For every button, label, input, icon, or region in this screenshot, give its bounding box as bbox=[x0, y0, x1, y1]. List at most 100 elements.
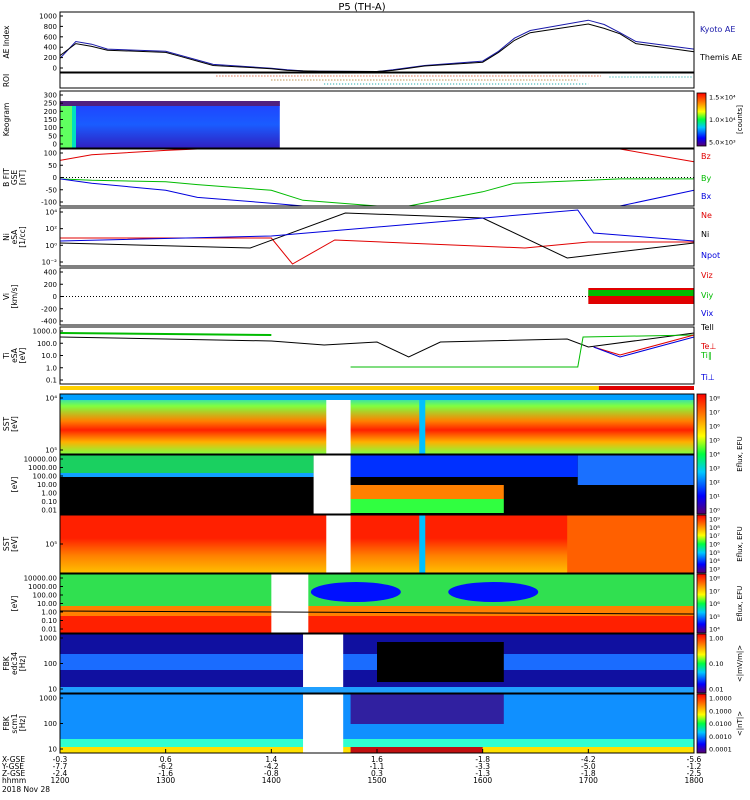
ytick-fbk2-0: 1000 bbox=[39, 695, 57, 703]
time-tick-label-6-3: 1800 bbox=[684, 776, 703, 785]
ytick-keogram-1: 250 bbox=[44, 100, 57, 108]
cbar-fbk1-bar bbox=[696, 633, 707, 694]
date-label: 2018 Nov 28 bbox=[2, 785, 50, 794]
ytick-esa_e-4: 1.00 bbox=[41, 609, 57, 617]
fbk-scm1-band bbox=[60, 739, 694, 747]
time-tick-label-4-3: 1600 bbox=[473, 776, 492, 785]
time-tick-label-0-2: -2.4 bbox=[53, 769, 68, 778]
ytick-esa_i-4: 1.00 bbox=[41, 490, 57, 498]
ylabel-fbk1-1: edc34 bbox=[10, 652, 19, 675]
ylabel-ae-0: AE Index bbox=[2, 25, 11, 58]
ytick-vi-0: 400 bbox=[44, 269, 57, 277]
legend-npot: Npot bbox=[701, 251, 720, 260]
fbk-scm1-red bbox=[350, 747, 483, 753]
cbar-ion-tick-4: 10⁴ bbox=[709, 451, 720, 459]
ylabel-vi-0: Vi bbox=[2, 293, 11, 300]
ytick-keogram-2: 200 bbox=[44, 108, 57, 116]
series-bx bbox=[59, 178, 695, 207]
cbar-fbk1-tick-1: 0.10 bbox=[709, 660, 723, 668]
ylabel-ti-0: Ti bbox=[2, 352, 11, 359]
cbar-fbk1-tick-0: 1.00 bbox=[709, 635, 723, 643]
ylabel-fbk2-1: scm1 bbox=[10, 713, 19, 733]
ytick-fbk2-2: 10 bbox=[48, 746, 57, 754]
time-tick-labels: -0.3-7.7-2.412000.6-6.2-1.613001.4-4.2-0… bbox=[50, 755, 703, 785]
ytick-ti-4: 0.1 bbox=[46, 377, 57, 385]
panels bbox=[59, 19, 695, 753]
ytick-ae-1: 800 bbox=[44, 23, 57, 31]
frame-ti bbox=[59, 326, 695, 385]
keogram-top-band bbox=[60, 101, 280, 106]
ytick-ae-3: 400 bbox=[44, 44, 57, 52]
legend-kyoto-ae: Kyoto AE bbox=[700, 25, 735, 34]
esa-electron-scpot-line bbox=[59, 610, 695, 615]
cbar-sst-e-tick-6: 10³ bbox=[709, 566, 720, 574]
cbar-ion-tick-1: 10⁷ bbox=[709, 409, 720, 417]
time-tick-label-6-0: -5.6 bbox=[687, 755, 702, 764]
series-ne bbox=[60, 237, 694, 265]
status-bar-mode bbox=[60, 386, 694, 390]
ylabel-fbk2-2: [Hz] bbox=[18, 716, 27, 732]
cbar-esa-e-tick-3: 10⁵ bbox=[709, 613, 720, 621]
ytick-vi-4: -400 bbox=[41, 318, 57, 326]
time-axis: X-GSE Y-GSE Z-GSE hhmm 2018 Nov 28 bbox=[1, 755, 50, 794]
fbk-edc34-gap bbox=[303, 634, 344, 693]
ylabel-ni-0: Ni bbox=[2, 233, 11, 241]
time-tick-label-3-2: 0.3 bbox=[371, 769, 383, 778]
cbar-ion-label: Eflux, EFU bbox=[736, 436, 744, 471]
ytick-esa_e-3: 10.00 bbox=[37, 600, 57, 608]
cbar-keogram-tick-1: 1.0×10⁴ bbox=[709, 116, 736, 124]
cbar-ion-tick-0: 10⁸ bbox=[709, 395, 720, 403]
ylabel-sst_e-1: [eV] bbox=[10, 536, 19, 552]
fbk-scm1-gap bbox=[303, 694, 344, 753]
esa-electron-blue-lobe-1 bbox=[310, 582, 401, 602]
ytick-ae-4: 200 bbox=[44, 54, 57, 62]
ytick-esa_i-6: 0.01 bbox=[41, 507, 57, 515]
sst-electron-right bbox=[567, 515, 694, 573]
ytick-vi-1: 200 bbox=[44, 281, 57, 289]
ylabel-sst_i-1: [eV] bbox=[10, 416, 19, 432]
legend-ne: Ne bbox=[701, 211, 712, 220]
legend-bz: Bz bbox=[701, 152, 711, 161]
ylabel-esa_i-1: [eV] bbox=[10, 477, 19, 493]
ytick-bfit-1: 50 bbox=[48, 162, 57, 170]
time-tick-label-1-1: -6.2 bbox=[158, 762, 173, 771]
row-label-hhmm: hhmm bbox=[2, 776, 26, 785]
ylabel-sst_e-0: SST bbox=[2, 537, 11, 552]
ytick-sst_i-0: 10⁴ bbox=[45, 395, 57, 403]
cbar-sst-e-tick-4: 10⁵ bbox=[709, 549, 720, 557]
sst-ion-cyan-stripe bbox=[419, 394, 426, 454]
cbar-esa-e-label: Eflux, EFU bbox=[736, 586, 744, 621]
figure-title: P5 (TH-A) bbox=[338, 2, 385, 13]
series-tiperp bbox=[593, 336, 695, 358]
row-label-z: Z-GSE bbox=[2, 769, 26, 778]
series-teperp bbox=[593, 334, 695, 356]
ytick-ni-0: 10⁴ bbox=[45, 209, 57, 217]
ytick-keogram-3: 150 bbox=[44, 116, 57, 124]
sst-electron-cyan-stripe bbox=[419, 515, 426, 573]
cbar-keogram-tick-0: 1.5×10⁴ bbox=[709, 94, 736, 102]
cbar-sst-e-tick-2: 10⁷ bbox=[709, 532, 720, 540]
legend-tipar: Ti∥ bbox=[700, 351, 712, 360]
esa-ion-green bbox=[350, 499, 504, 513]
ylabel-esa_e-1: [eV] bbox=[10, 596, 19, 612]
ylabel-fbk1-2: [Hz] bbox=[18, 656, 27, 672]
time-tick-label-2-3: 1400 bbox=[262, 776, 281, 785]
legend-tell: Tell bbox=[700, 323, 714, 332]
sst-ion-gap bbox=[326, 394, 351, 454]
legend-viy: Viy bbox=[701, 291, 714, 300]
cbar-sst-e-label: Eflux, EFU bbox=[736, 526, 744, 561]
ylabel-ni-2: [1/cc] bbox=[18, 226, 27, 247]
esa-ion-gap bbox=[313, 455, 351, 514]
ytick-ae-2: 600 bbox=[44, 33, 57, 41]
legend-viz: Viz bbox=[701, 271, 713, 280]
ytick-ti-0: 1000.0 bbox=[33, 328, 58, 336]
ytick-esa_e-2: 100.00 bbox=[33, 592, 58, 600]
series-themis-ae bbox=[59, 23, 695, 73]
row-label-x: X-GSE bbox=[2, 755, 25, 764]
ti-legend: Tell Te⊥ Ti∥ Ti⊥ bbox=[700, 323, 716, 382]
ytick-ti-2: 10.0 bbox=[41, 352, 57, 360]
cbar-esa-e-tick-4: 10⁴ bbox=[709, 626, 720, 634]
ytick-ae-0: 1000 bbox=[39, 13, 57, 21]
legend-vix: Vix bbox=[701, 309, 714, 318]
